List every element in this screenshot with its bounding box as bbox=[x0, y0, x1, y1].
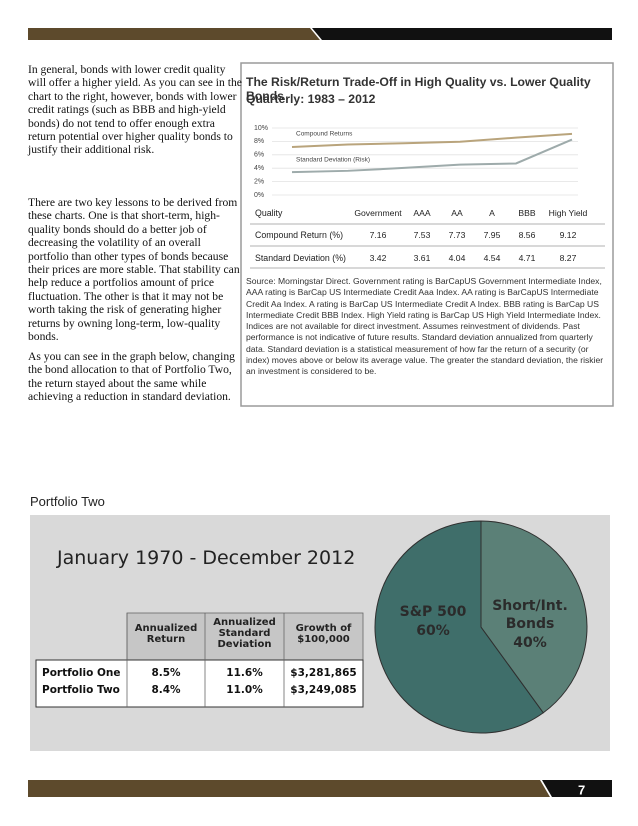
y-tick-label: 10% bbox=[254, 125, 268, 132]
pie-value: 40% bbox=[513, 635, 547, 651]
pie-label: Short/Int. Bonds bbox=[492, 598, 568, 632]
table-value: 9.12 bbox=[559, 230, 577, 240]
series-line bbox=[291, 132, 573, 149]
table-header-box bbox=[126, 612, 364, 661]
row-label: Standard Deviation (%) bbox=[255, 253, 346, 263]
table-value: 7.16 bbox=[369, 230, 387, 240]
column-header: A bbox=[489, 208, 495, 218]
figure-box bbox=[240, 62, 614, 407]
y-tick-label: 6% bbox=[254, 152, 264, 159]
column-header: Growth of $100,000 bbox=[295, 623, 352, 645]
paragraph: As you can see in the graph below, chang… bbox=[28, 350, 235, 404]
table-value: 4.04 bbox=[448, 253, 466, 263]
y-tick-label: 0% bbox=[254, 192, 264, 199]
table-value: 7.73 bbox=[448, 230, 466, 240]
pie-slice bbox=[374, 520, 545, 734]
bottom-bar-black bbox=[542, 780, 612, 797]
table-value: 7.53 bbox=[413, 230, 431, 240]
row-label: Compound Return (%) bbox=[255, 230, 344, 240]
table-value: 8.5% bbox=[151, 667, 181, 679]
column-header: BBB bbox=[518, 208, 536, 218]
table-value: $3,281,865 bbox=[290, 667, 357, 679]
column-header: AAA bbox=[413, 208, 431, 218]
figure-source: Source: Morningstar Direct. Government r… bbox=[246, 276, 604, 377]
figure-subtitle: Quarterly: 1983 – 2012 bbox=[246, 92, 376, 106]
legend-label: Standard Deviation (Risk) bbox=[296, 157, 370, 164]
table-value: 3.42 bbox=[369, 253, 387, 263]
quality-label: Quality bbox=[255, 208, 283, 218]
table-value: 8.27 bbox=[559, 253, 577, 263]
table-value: 4.71 bbox=[518, 253, 536, 263]
series-line bbox=[291, 138, 573, 174]
page-number: 7 bbox=[578, 782, 585, 797]
table-value: 11.6% bbox=[226, 667, 263, 679]
table-value: 8.56 bbox=[518, 230, 536, 240]
y-tick-label: 2% bbox=[254, 178, 264, 185]
period-title: January 1970 - December 2012 bbox=[57, 547, 356, 569]
column-header: AA bbox=[451, 208, 463, 218]
y-tick-label: 4% bbox=[254, 165, 264, 172]
paragraph: In general, bonds with lower credit qual… bbox=[28, 63, 242, 157]
table-value: 7.95 bbox=[483, 230, 501, 240]
column-header: Government bbox=[354, 208, 402, 218]
top-bar-black bbox=[312, 28, 612, 40]
top-bar-brown bbox=[28, 28, 320, 40]
row-label: Portfolio One bbox=[42, 667, 121, 679]
section-heading: Portfolio Two bbox=[30, 494, 105, 509]
legend-label: Compound Returns bbox=[296, 131, 353, 138]
bottom-bar-brown bbox=[28, 780, 550, 797]
column-header: Annualized Return bbox=[134, 623, 198, 645]
paragraph: There are two key lessons to be derived … bbox=[28, 196, 240, 344]
pie-label: S&P 500 bbox=[399, 604, 467, 620]
y-tick-label: 8% bbox=[254, 138, 264, 145]
row-label: Portfolio Two bbox=[42, 684, 120, 696]
figure-title: The Risk/Return Trade-Off in High Qualit… bbox=[246, 75, 591, 103]
pie-slice bbox=[480, 520, 588, 714]
column-header: Annualized Standard Deviation bbox=[213, 617, 276, 650]
column-header: High Yield bbox=[548, 208, 588, 218]
table-value: 3.61 bbox=[413, 253, 431, 263]
table-body-box bbox=[35, 659, 364, 708]
table-value: 4.54 bbox=[483, 253, 501, 263]
table-value: 11.0% bbox=[226, 684, 263, 696]
table-value: 8.4% bbox=[151, 684, 181, 696]
pie-value: 60% bbox=[416, 623, 450, 639]
table-value: $3,249,085 bbox=[290, 684, 357, 696]
